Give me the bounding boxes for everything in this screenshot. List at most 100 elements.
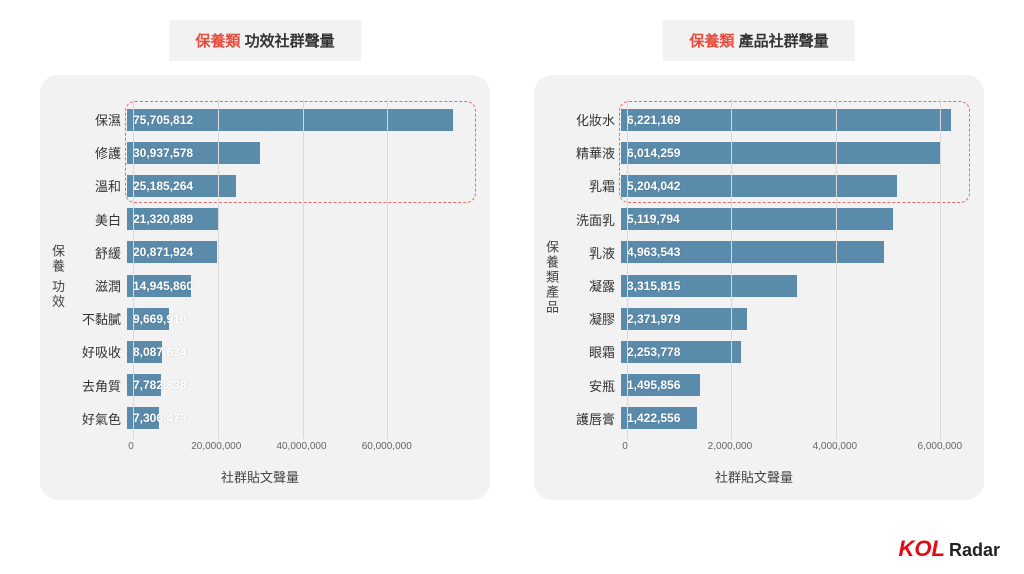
bar-value-label: 14,945,860 <box>133 279 193 293</box>
gridline <box>836 99 837 439</box>
x-tick: 0 <box>128 441 134 452</box>
bar: 4,963,543 <box>621 241 884 263</box>
bar-track: 9,669,910 <box>127 308 472 330</box>
gridline <box>940 99 941 439</box>
bar: 7,306,473 <box>127 407 159 429</box>
bar-value-label: 30,937,578 <box>133 146 193 160</box>
x-tick: 2,000,000 <box>708 441 753 452</box>
gridline <box>218 99 219 439</box>
bar-category-label: 保濕 <box>73 110 127 129</box>
bar-category-label: 去角質 <box>73 376 127 395</box>
bar-track: 6,014,259 <box>621 142 966 164</box>
bar-track: 4,963,543 <box>621 241 966 263</box>
bar-category-label: 舒緩 <box>73 243 127 262</box>
gridline <box>133 99 134 439</box>
right-chart-panel: 保養類 產品社群聲量 保養類產品 化妝水6,221,169精華液 6,014,25… <box>534 20 984 500</box>
bar: 14,945,860 <box>127 275 191 297</box>
logo-radar: Radar <box>949 540 1000 560</box>
bar: 75,705,812 <box>127 109 453 131</box>
bar: 2,253,778 <box>621 341 741 363</box>
gridline <box>731 99 732 439</box>
bar: 6,221,169 <box>621 109 951 131</box>
bar-track: 14,945,860 <box>127 275 472 297</box>
bar-value-label: 2,253,778 <box>627 345 680 359</box>
bar-track: 30,937,578 <box>127 142 472 164</box>
left-grid-area: 保濕75,705,812修護30,937,578溫和25,185,264美白21… <box>73 99 472 439</box>
bar-value-label: 9,669,910 <box>133 312 186 326</box>
gridline <box>387 99 388 439</box>
bar-track: 1,495,856 <box>621 374 966 396</box>
bar: 6,014,259 <box>621 142 940 164</box>
bar-value-label: 7,306,473 <box>133 411 186 425</box>
bar-category-label: 溫和 <box>73 176 127 195</box>
bar-track: 8,087,634 <box>127 341 472 363</box>
bar-value-label: 1,422,556 <box>627 411 680 425</box>
bar-track: 20,871,924 <box>127 241 472 263</box>
bar: 5,204,042 <box>621 175 897 197</box>
gridline <box>303 99 304 439</box>
bar-track: 2,371,979 <box>621 308 966 330</box>
bar-value-label: 6,014,259 <box>627 146 680 160</box>
bar-value-label: 20,871,924 <box>133 245 193 259</box>
bar: 21,320,889 <box>127 208 219 230</box>
x-tick: 40,000,000 <box>276 441 326 452</box>
x-tick: 0 <box>622 441 628 452</box>
bar-category-label: 修護 <box>73 143 127 162</box>
bar-track: 1,422,556 <box>621 407 966 429</box>
bar-value-label: 4,963,543 <box>627 245 680 259</box>
bar: 2,371,979 <box>621 308 747 330</box>
left-plot: 保濕75,705,812修護30,937,578溫和25,185,264美白21… <box>71 99 472 455</box>
bar-category-label: 護唇膏 <box>567 409 621 428</box>
bar: 3,315,815 <box>621 275 797 297</box>
gridline <box>627 99 628 439</box>
bar-category-label: 化妝水 <box>567 110 621 129</box>
right-grid-area: 化妝水6,221,169精華液 6,014,259 乳霜5,204,042洗面乳 5,… <box>567 99 966 439</box>
bar-value-label: 5,119,794 <box>627 212 680 226</box>
bar-track: 3,315,815 <box>621 275 966 297</box>
bar-track: 21,320,889 <box>127 208 472 230</box>
left-title-rest: 功效社群聲量 <box>240 33 334 50</box>
bar-value-label: 21,320,889 <box>133 212 193 226</box>
bar-value-label: 3,315,815 <box>627 279 680 293</box>
bar-category-label: 不黏膩 <box>73 309 127 328</box>
bar-track: 6,221,169 <box>621 109 966 131</box>
bar-category-label: 精華液 <box>567 143 621 162</box>
right-x-ticks: 0 2,000,000 4,000,000 6,000,000 <box>625 439 966 455</box>
bar-category-label: 凝露 <box>567 276 621 295</box>
bar-track: 5,119,794 <box>621 208 966 230</box>
left-x-axis-title: 社群貼文聲量 <box>48 467 472 486</box>
bar: 20,871,924 <box>127 241 217 263</box>
bar-category-label: 眼霜 <box>567 342 621 361</box>
bar-value-label: 1,495,856 <box>627 378 680 392</box>
left-chart-title: 保養類 功效社群聲量 <box>169 20 360 61</box>
kol-radar-logo: KOLRadar <box>899 536 1000 562</box>
bar-track: 7,782,838 <box>127 374 472 396</box>
bar-value-label: 25,185,264 <box>133 179 193 193</box>
bar-category-label: 滋潤 <box>73 276 127 295</box>
bar-category-label: 乳霜 <box>567 176 621 195</box>
bar-category-label: 凝膠 <box>567 309 621 328</box>
bar-category-label: 好氣色 <box>73 409 127 428</box>
right-y-axis-title: 保養類產品 <box>542 240 561 315</box>
right-chart-title: 保養類 產品社群聲量 <box>663 20 854 61</box>
right-chart-body: 保養類產品 化妝水6,221,169精華液 6,014,259 乳霜5,204,04… <box>534 75 984 500</box>
left-y-axis-title: 保養 功效 <box>48 244 67 310</box>
right-plot: 化妝水6,221,169精華液 6,014,259 乳霜5,204,042洗面乳 5,… <box>565 99 966 455</box>
bar-value-label: 8,087,634 <box>133 345 186 359</box>
x-tick: 60,000,000 <box>362 441 412 452</box>
x-tick: 4,000,000 <box>813 441 858 452</box>
logo-ol: OL <box>914 536 945 561</box>
left-x-ticks: 0 20,000,000 40,000,000 60,000,000 <box>131 439 472 455</box>
right-x-axis-title: 社群貼文聲量 <box>542 467 966 486</box>
bar: 5,119,794 <box>621 208 893 230</box>
left-chart-body: 保養 功效 保濕75,705,812修護 30,937,578 溫和 25,185,2… <box>40 75 490 500</box>
x-tick: 6,000,000 <box>918 441 963 452</box>
left-title-accent: 保養類 <box>195 33 240 50</box>
right-title-accent: 保養類 <box>689 33 734 50</box>
x-tick: 20,000,000 <box>191 441 241 452</box>
bar-track: 25,185,264 <box>127 175 472 197</box>
bar: 1,422,556 <box>621 407 697 429</box>
bar-category-label: 好吸收 <box>73 342 127 361</box>
bar-category-label: 安瓶 <box>567 376 621 395</box>
bar-category-label: 洗面乳 <box>567 210 621 229</box>
